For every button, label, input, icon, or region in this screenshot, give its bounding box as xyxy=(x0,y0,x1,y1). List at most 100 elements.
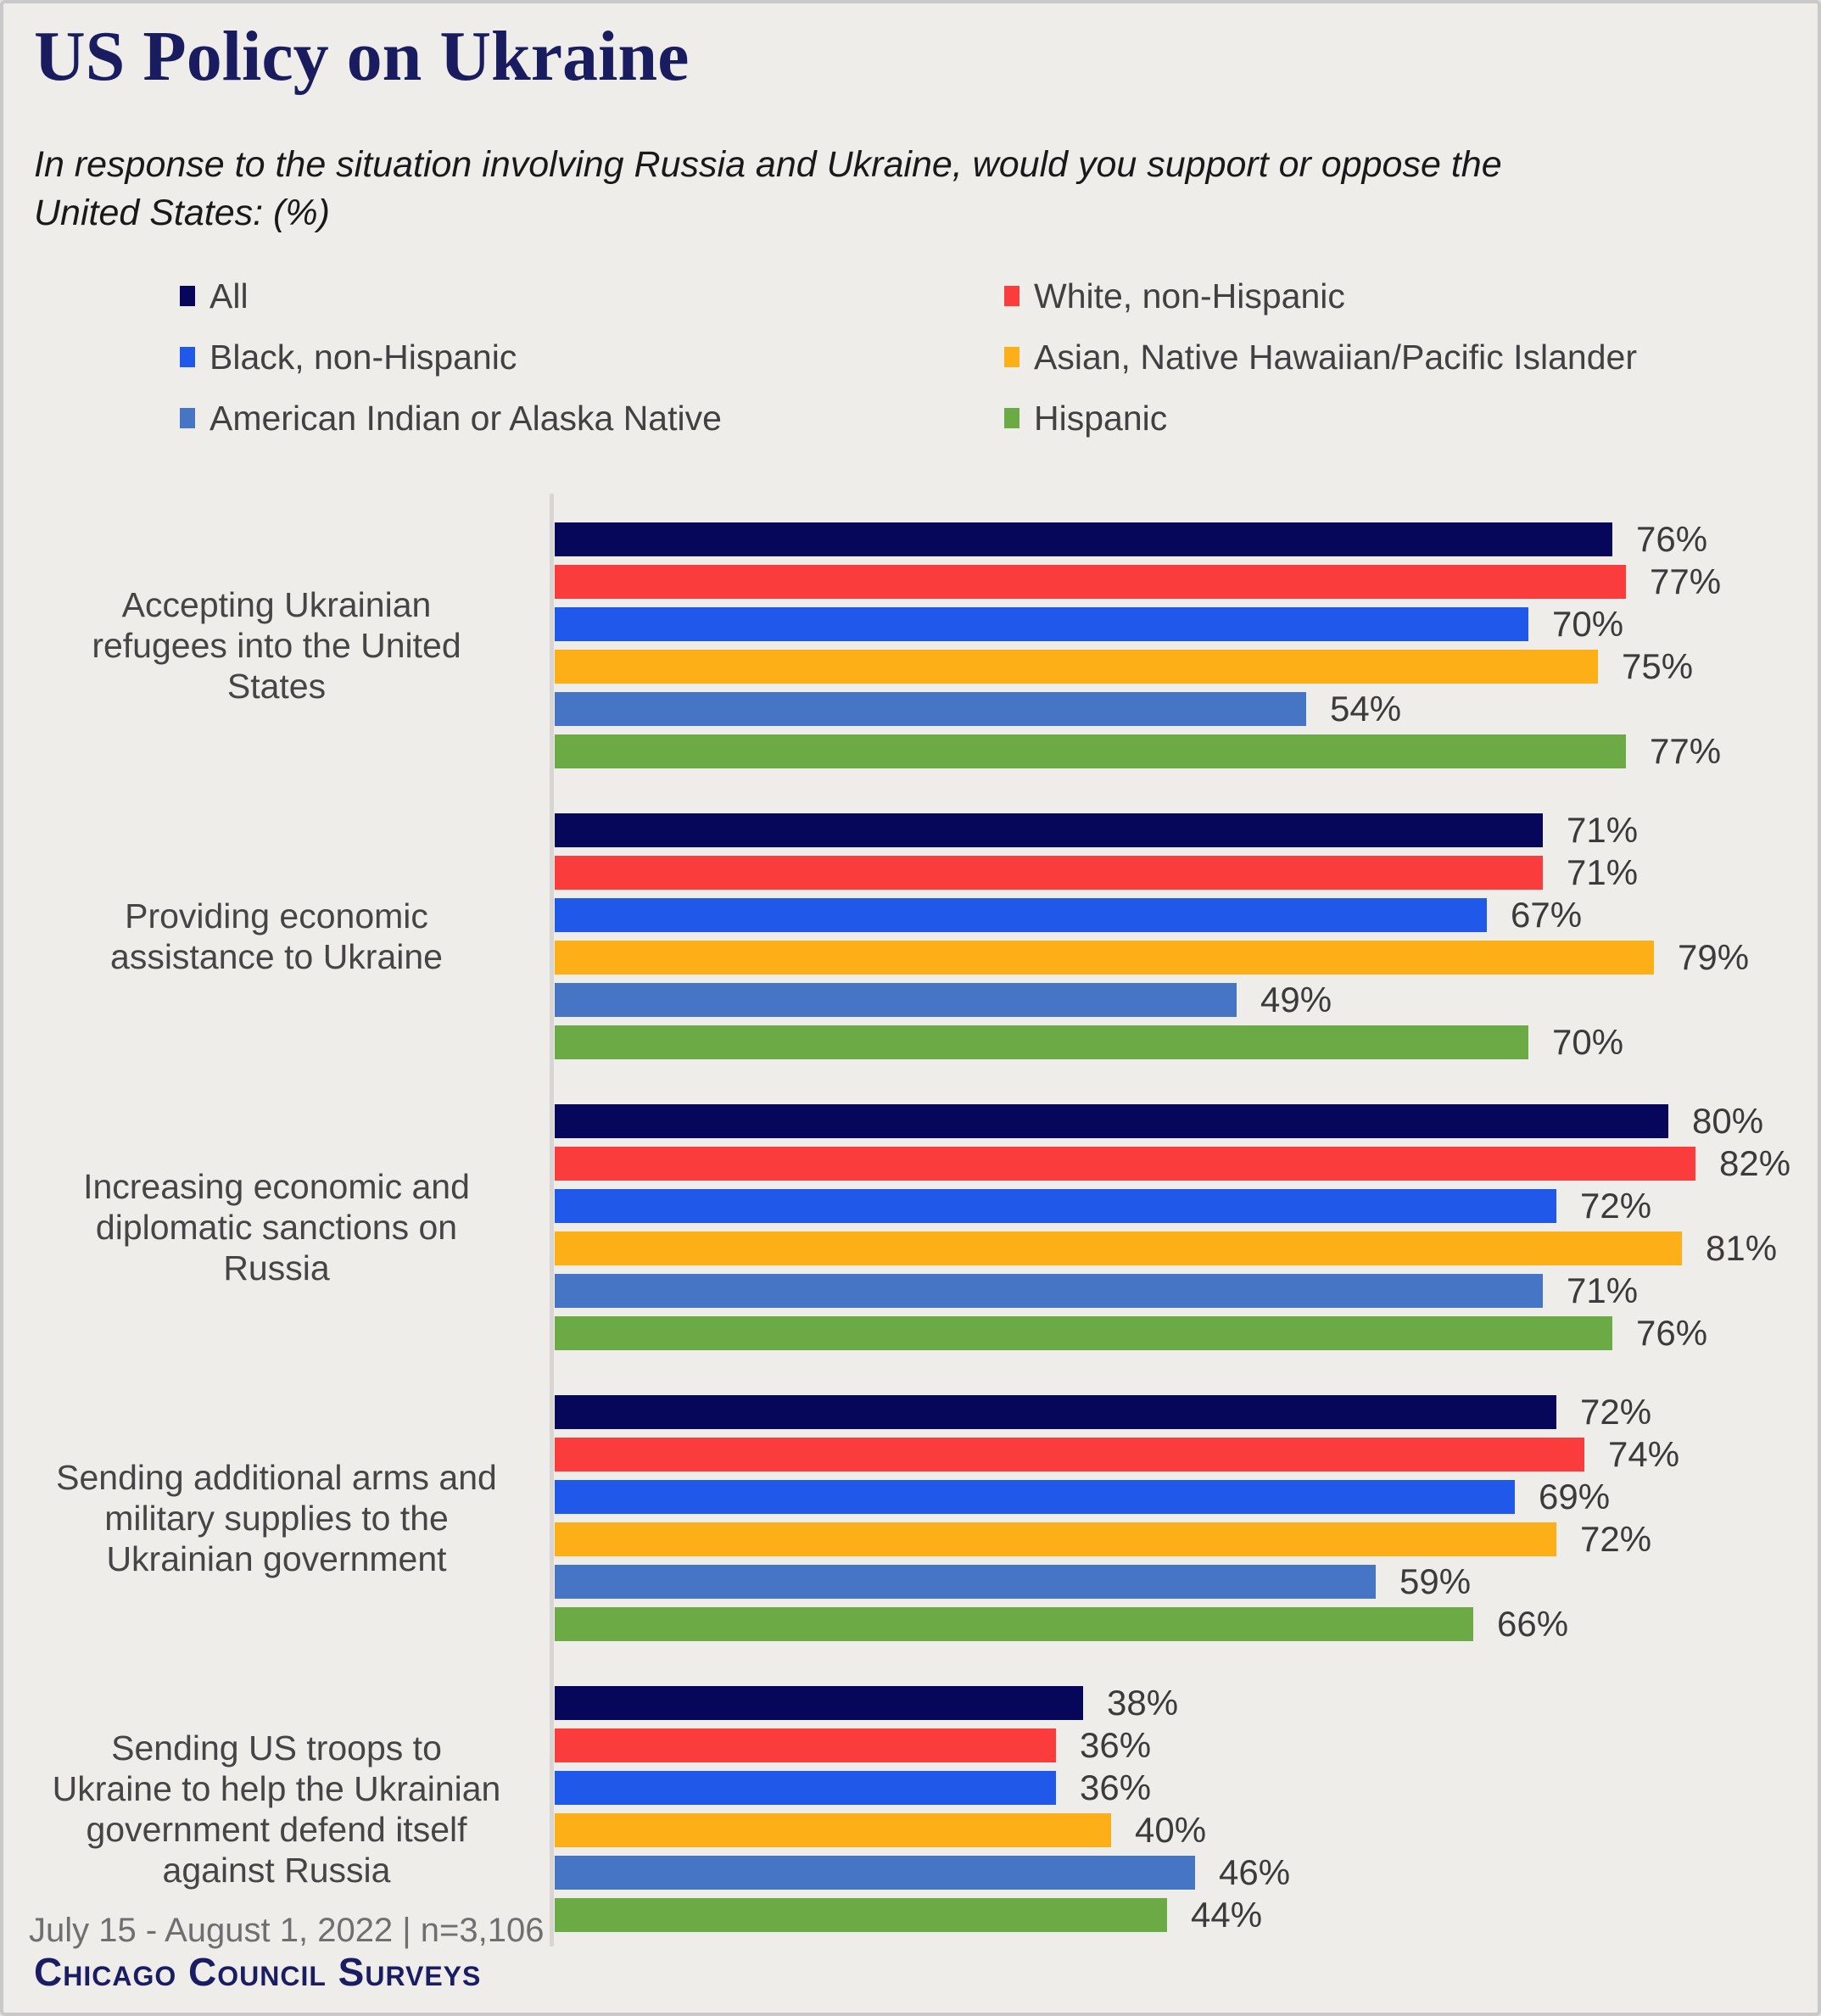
value-label: 71% xyxy=(1567,1270,1639,1310)
value-label: 82% xyxy=(1719,1143,1791,1183)
bar-row: 72% xyxy=(555,1392,1818,1432)
legend-label: All xyxy=(209,276,249,316)
bar xyxy=(555,734,1626,768)
value-label: 40% xyxy=(1135,1810,1207,1850)
category-label: Providing economic assistance to Ukraine xyxy=(110,896,443,976)
legend-item: White, non-Hispanic xyxy=(1004,276,1637,316)
legend-swatch xyxy=(180,408,195,428)
bar xyxy=(555,1686,1083,1720)
category-group: Sending US troops to Ukraine to help the… xyxy=(3,1683,1818,1935)
bar-row: 80% xyxy=(555,1101,1818,1141)
bar xyxy=(555,1813,1111,1847)
bar xyxy=(555,1147,1695,1181)
value-label: 49% xyxy=(1260,980,1332,1019)
category-group: Providing economic assistance to Ukraine… xyxy=(3,810,1818,1062)
value-label: 77% xyxy=(1650,561,1722,601)
bar-row: 70% xyxy=(555,604,1818,644)
value-label: 59% xyxy=(1399,1561,1472,1601)
bar-row: 77% xyxy=(555,561,1818,601)
bar-row: 79% xyxy=(555,937,1818,977)
bar xyxy=(555,1480,1515,1514)
legend-item: Hispanic xyxy=(1004,399,1637,438)
bar xyxy=(555,1189,1556,1223)
bar-row: 46% xyxy=(555,1852,1818,1892)
bar-row: 67% xyxy=(555,895,1818,935)
bar-row: 72% xyxy=(555,1519,1818,1559)
bar xyxy=(555,692,1306,726)
chicago-council-surveys-logo: Chicago Council Surveys xyxy=(34,1950,482,1994)
category-group: Sending additional arms and military sup… xyxy=(3,1392,1818,1644)
category-label: Sending US troops to Ukraine to help the… xyxy=(52,1728,501,1890)
bar xyxy=(555,522,1612,556)
bar-row: 72% xyxy=(555,1186,1818,1226)
legend-swatch xyxy=(1004,408,1019,428)
bar xyxy=(555,1898,1167,1932)
value-label: 70% xyxy=(1552,604,1624,644)
bar-row: 76% xyxy=(555,519,1818,559)
value-label: 66% xyxy=(1497,1604,1569,1644)
value-label: 54% xyxy=(1330,689,1402,729)
value-label: 38% xyxy=(1107,1683,1179,1723)
bar xyxy=(555,1316,1612,1350)
value-label: 72% xyxy=(1580,1186,1652,1226)
legend-swatch xyxy=(180,286,195,306)
value-label: 44% xyxy=(1191,1895,1263,1935)
legend-item: American Indian or Alaska Native xyxy=(180,399,1004,438)
bar-row: 69% xyxy=(555,1477,1818,1516)
y-axis-line xyxy=(550,494,554,1946)
legend-label: Asian, Native Hawaiian/Pacific Islander xyxy=(1034,338,1637,377)
bar xyxy=(555,1856,1195,1890)
legend-swatch xyxy=(1004,347,1019,367)
bar xyxy=(555,1438,1584,1472)
bar-row: 71% xyxy=(555,810,1818,850)
bar-row: 54% xyxy=(555,689,1818,729)
value-label: 76% xyxy=(1636,1313,1708,1353)
bar xyxy=(555,1565,1376,1599)
bar-row: 44% xyxy=(555,1895,1818,1935)
bar-row: 81% xyxy=(555,1228,1818,1268)
category-label: Sending additional arms and military sup… xyxy=(56,1458,497,1578)
bar xyxy=(555,898,1487,932)
value-label: 69% xyxy=(1539,1477,1611,1516)
bar xyxy=(555,813,1543,847)
bar-row: 71% xyxy=(555,1270,1818,1310)
value-label: 76% xyxy=(1636,519,1708,559)
bar-row: 77% xyxy=(555,731,1818,771)
bar xyxy=(555,1231,1682,1265)
value-label: 79% xyxy=(1678,937,1750,977)
legend-item: All xyxy=(180,276,1004,316)
category-group: Accepting Ukrainian refugees into the Un… xyxy=(3,519,1818,771)
bar-row: 71% xyxy=(555,852,1818,892)
category-label: Increasing economic and diplomatic sanct… xyxy=(83,1167,470,1287)
value-label: 70% xyxy=(1552,1022,1624,1062)
bar-row: 40% xyxy=(555,1810,1818,1850)
value-label: 72% xyxy=(1580,1392,1652,1432)
bar-row: 76% xyxy=(555,1313,1818,1353)
bar-row: 75% xyxy=(555,646,1818,686)
bar xyxy=(555,1395,1556,1429)
bar-row: 70% xyxy=(555,1022,1818,1062)
bar-row: 36% xyxy=(555,1725,1818,1765)
value-label: 71% xyxy=(1567,852,1639,892)
value-label: 46% xyxy=(1219,1852,1291,1892)
bar-row: 49% xyxy=(555,980,1818,1019)
legend-label: White, non-Hispanic xyxy=(1034,276,1345,316)
bar xyxy=(555,607,1528,641)
value-label: 36% xyxy=(1080,1767,1152,1807)
legend-swatch xyxy=(180,347,195,367)
bar xyxy=(555,650,1598,684)
chart-subtitle: In response to the situation involving R… xyxy=(34,144,1502,233)
legend-swatch xyxy=(1004,286,1019,306)
chart-title: US Policy on Ukraine xyxy=(34,17,690,96)
bar xyxy=(555,1025,1528,1059)
bar-row: 74% xyxy=(555,1434,1818,1474)
bar-chart: Accepting Ukrainian refugees into the Un… xyxy=(3,494,1818,1948)
bar xyxy=(555,941,1654,974)
bar xyxy=(555,1522,1556,1556)
value-label: 77% xyxy=(1650,731,1722,771)
legend-item: Black, non-Hispanic xyxy=(180,338,1004,377)
value-label: 74% xyxy=(1608,1434,1680,1474)
value-label: 81% xyxy=(1706,1228,1778,1268)
value-label: 80% xyxy=(1692,1101,1764,1141)
